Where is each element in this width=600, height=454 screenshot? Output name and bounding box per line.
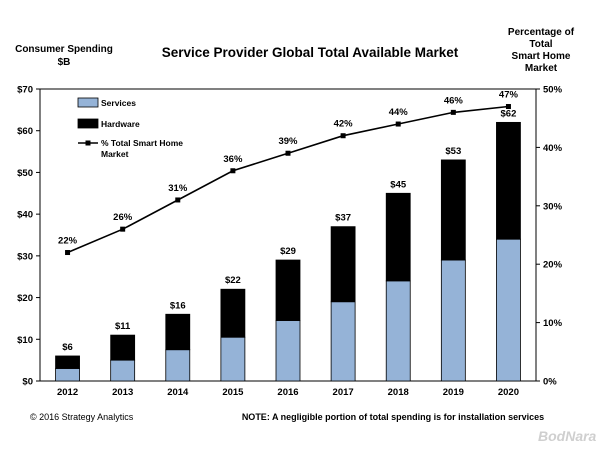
y2-tick-label: 20%: [543, 260, 563, 271]
y2-axis-title-line: Total: [529, 39, 552, 50]
bar-total-label: $6: [62, 342, 73, 353]
bar-services-2014: [165, 349, 191, 382]
percent-line: 22% 26% 31% 36% 39% 42% 44% 46% 47%: [58, 90, 519, 256]
bar-hardware-2019: [440, 159, 466, 261]
bars: [55, 121, 521, 382]
bar-total-label: $53: [445, 146, 461, 157]
y-axis-title-line2: $B: [58, 57, 71, 68]
bar-total-label: $16: [170, 300, 186, 311]
bar-hardware-2012: [55, 355, 80, 369]
bar-services-2018: [385, 280, 411, 382]
x-tick-label: 2017: [333, 387, 354, 398]
percent-label: 46%: [444, 95, 464, 106]
y-tick-label: $30: [17, 251, 33, 262]
percent-label: 31%: [168, 183, 188, 194]
percent-label: 39%: [278, 136, 298, 147]
y2-tick-label: 10%: [543, 318, 563, 329]
x-tick-label: 2016: [277, 387, 298, 398]
legend-swatch-hardware: [77, 118, 99, 129]
percent-label: 44%: [389, 107, 409, 118]
percent-point: [230, 168, 236, 174]
bar-hardware-2014: [165, 313, 191, 351]
y-tick-label: $70: [17, 85, 33, 96]
percent-label: 22%: [58, 236, 78, 247]
y-tick-label: $10: [17, 335, 33, 346]
y-tick-label: $60: [17, 126, 33, 137]
x-tick-label: 2014: [167, 387, 189, 398]
bar-hardware-2015: [220, 288, 246, 338]
chart-title: Service Provider Global Total Available …: [162, 45, 459, 60]
bar-hardware-2017: [330, 226, 356, 303]
legend-label-line-1: % Total Smart Home: [101, 138, 183, 148]
percent-point: [285, 150, 291, 156]
bar-services-2020: [496, 238, 521, 382]
bar-services-2016: [275, 320, 301, 382]
legend-label-services: Services: [101, 98, 136, 108]
percent-point: [120, 226, 126, 232]
legend-line-marker: [85, 140, 91, 146]
y2-axis-title-line: Smart Home: [512, 51, 571, 62]
legend-label-hardware: Hardware: [101, 119, 140, 129]
bar-total-labels: $6 $11 $16 $22 $29 $37 $45 $53 $62: [62, 108, 516, 353]
bar-services-2017: [330, 301, 356, 382]
footnote-text: NOTE: A negligible portion of total spen…: [242, 412, 544, 422]
y-tick-label: $0: [22, 377, 33, 388]
y2-axis-title-line: Percentage of: [508, 27, 575, 38]
x-tick-label: 2015: [222, 387, 244, 398]
y-axis-title: Consumer Spending $B: [15, 44, 113, 68]
percent-label: 36%: [223, 154, 243, 165]
copyright-text: © 2016 Strategy Analytics: [30, 412, 134, 422]
bar-services-2019: [440, 259, 466, 382]
x-tick-label: 2018: [388, 387, 409, 398]
legend-label-line-2: Market: [101, 149, 129, 159]
y2-tick-label: 30%: [543, 201, 563, 212]
percent-point: [65, 250, 71, 256]
bar-hardware-2020: [496, 121, 521, 240]
bar-total-label: $62: [501, 108, 517, 119]
bar-hardware-2018: [385, 192, 411, 282]
x-tick-label: 2012: [57, 387, 78, 398]
bar-services-2015: [220, 336, 246, 382]
y2-tick-label: 50%: [543, 85, 563, 96]
bar-total-label: $45: [390, 179, 407, 190]
bar-total-label: $37: [335, 213, 351, 224]
watermark: BodNara: [538, 428, 597, 444]
percent-point: [340, 133, 346, 139]
bar-hardware-2016: [275, 259, 301, 321]
y2-axis: 0% 10% 20% 30% 40% 50%: [536, 85, 563, 388]
percent-point: [395, 121, 401, 127]
y2-axis-title-line: Market: [525, 63, 558, 74]
y2-tick-label: 0%: [543, 377, 557, 388]
y-tick-label: $40: [17, 210, 33, 221]
percent-label: 26%: [113, 212, 133, 223]
y2-tick-label: 40%: [543, 143, 563, 154]
percent-point: [505, 104, 511, 110]
legend-swatch-services: [77, 97, 99, 108]
x-axis: 2012 2013 2014 2015 2016 2017 2018 2019 2020: [57, 387, 519, 398]
x-tick-label: 2020: [498, 387, 519, 398]
y-axis-title-line1: Consumer Spending: [15, 44, 113, 55]
percent-point: [175, 197, 181, 203]
bar-total-label: $11: [115, 321, 131, 332]
x-tick-label: 2013: [112, 387, 133, 398]
percent-label: 42%: [334, 119, 354, 130]
bar-total-label: $22: [225, 275, 241, 286]
y-axis: $0 $10 $20 $30 $40 $50 $60 $70: [17, 85, 40, 388]
bar-hardware-2013: [110, 334, 136, 361]
x-tick-label: 2019: [443, 387, 464, 398]
bar-total-label: $29: [280, 246, 296, 257]
bar-services-2012: [55, 368, 80, 382]
bar-services-2013: [110, 359, 136, 382]
percent-label: 47%: [499, 90, 519, 101]
percent-point: [450, 109, 456, 115]
y-tick-label: $20: [17, 293, 33, 304]
y-tick-label: $50: [17, 168, 33, 179]
